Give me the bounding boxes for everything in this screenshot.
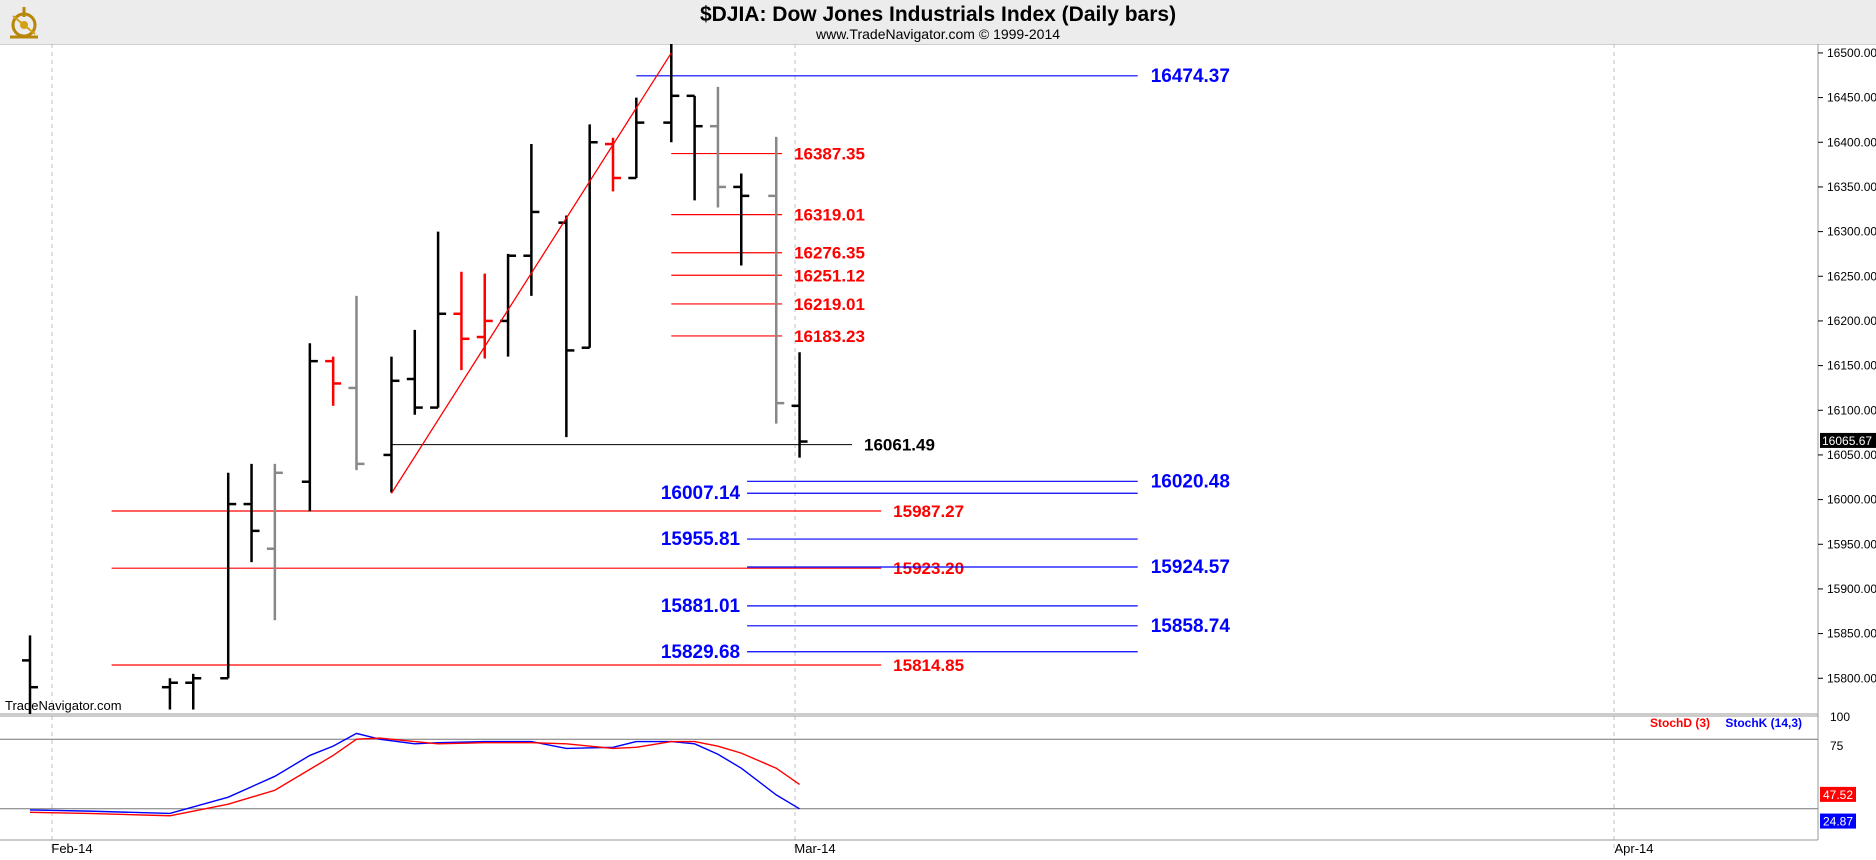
ohlc-bar xyxy=(453,271,470,371)
ohlc-bar xyxy=(430,231,447,409)
chart-title: $DJIA: Dow Jones Industrials Index (Dail… xyxy=(699,3,1177,26)
stoch-last-value-box xyxy=(1820,786,1856,802)
last-price-box xyxy=(1820,432,1876,448)
price-tick-label: 16500.00 xyxy=(1827,46,1876,60)
blue-level-label: 15881.01 xyxy=(661,596,741,617)
chart-grid xyxy=(0,44,1819,848)
red-level-label: 16251.12 xyxy=(794,266,865,285)
stochastic-panel: 100 75 24.87 47.52 StochD (3) StochK (14,3) xyxy=(0,710,1856,829)
red-level-label: 15814.85 xyxy=(893,656,964,675)
ohlc-bar xyxy=(558,215,575,438)
ohlc-bar xyxy=(220,472,237,680)
ohlc-bar xyxy=(686,94,703,201)
last-price-label: 16065.67 xyxy=(1822,434,1872,448)
ohlc-bar xyxy=(523,144,540,296)
price-tick-label: 15950.00 xyxy=(1827,537,1876,551)
chart-header: $DJIA: Dow Jones Industrials Index (Dail… xyxy=(0,0,1876,45)
blue-level-label: 15924.57 xyxy=(1151,557,1230,578)
price-tick-label: 16350.00 xyxy=(1827,180,1876,194)
chart-subtitle: www.TradeNavigator.com © 1999-2014 xyxy=(815,26,1061,42)
ohlc-bar xyxy=(406,329,423,415)
blue-level-label: 16020.48 xyxy=(1151,471,1230,492)
price-tick-label: 16450.00 xyxy=(1827,91,1876,105)
red-level-label: 16219.01 xyxy=(794,295,865,314)
ohlc-bar xyxy=(161,678,178,710)
stoch-last-value-label: 47.52 xyxy=(1823,788,1853,802)
ohlc-bar xyxy=(768,136,785,424)
trade-navigator-logo-icon xyxy=(10,7,38,39)
ohlc-bar xyxy=(791,352,808,458)
red-level-label: 16319.01 xyxy=(794,206,865,225)
stoch-series-line xyxy=(29,732,800,815)
blue-level-label: 15829.68 xyxy=(661,642,740,663)
support-level-label: 16061.49 xyxy=(864,436,935,455)
price-tick-label: 16250.00 xyxy=(1827,269,1876,283)
blue-level-label: 16474.37 xyxy=(1151,66,1230,87)
stoch-series-line xyxy=(29,737,800,817)
ohlc-bar xyxy=(348,295,365,471)
ohlc-bar xyxy=(605,137,621,192)
ohlc-bar xyxy=(663,44,680,143)
blue-level-label: 15858.74 xyxy=(1151,616,1231,637)
red-level-label: 15923.20 xyxy=(893,559,964,578)
ohlc-bar xyxy=(301,343,318,512)
price-tick-label: 15800.00 xyxy=(1827,671,1876,685)
trend-line xyxy=(390,52,672,494)
ohlc-bar xyxy=(243,463,260,563)
price-axis: 15800.00 15850.00 15900.00 15950.00 16000.00… xyxy=(1818,46,1876,685)
blue-level-label: 15955.81 xyxy=(661,529,741,550)
chart-overlay: 16061.49 xyxy=(390,52,935,494)
price-tick-label: 15850.00 xyxy=(1827,627,1876,641)
ohlc-bar xyxy=(581,124,598,349)
price-tick-label: 16050.00 xyxy=(1827,448,1876,462)
price-levels: 16387.35 16319.01 16276.35 16251.12 16219.01… xyxy=(111,66,1231,675)
ohlc-bar xyxy=(325,356,342,406)
ohlc-bar xyxy=(185,673,202,710)
ohlc-bar xyxy=(500,253,517,357)
red-level-label: 15987.27 xyxy=(893,502,964,521)
date-axis: Feb-14 Mar-14 Apr-14 xyxy=(51,841,1653,856)
date-tick-label: Feb-14 xyxy=(51,841,92,856)
stoch-tick-label: 75 xyxy=(1830,739,1844,753)
price-tick-label: 16400.00 xyxy=(1827,135,1876,149)
blue-level-label: 16007.14 xyxy=(661,483,741,504)
stoch-last-value-label: 24.87 xyxy=(1823,815,1853,829)
price-tick-label: 16300.00 xyxy=(1827,225,1876,239)
date-tick-label: Apr-14 xyxy=(1614,841,1653,856)
ohlc-bar xyxy=(22,635,38,714)
price-tick-label: 16000.00 xyxy=(1827,493,1876,507)
ohlc-bar xyxy=(383,356,400,493)
ohlc-bars xyxy=(22,44,808,714)
stochd-legend: StochD (3) xyxy=(1650,716,1710,730)
price-tick-label: 16100.00 xyxy=(1827,403,1876,417)
ohlc-bar xyxy=(709,86,726,208)
stoch-tick-label: 100 xyxy=(1830,710,1850,724)
price-tick-label: 15900.00 xyxy=(1827,582,1876,596)
date-tick-label: Mar-14 xyxy=(794,841,835,856)
ohlc-bar xyxy=(628,97,645,180)
price-tick-label: 16200.00 xyxy=(1827,314,1876,328)
stochk-legend: StochK (14,3) xyxy=(1725,716,1802,730)
ohlc-bar xyxy=(476,273,493,359)
red-level-label: 16276.35 xyxy=(794,244,865,263)
ohlc-bar xyxy=(266,463,283,621)
watermark-text: TradeNavigator.com xyxy=(5,698,122,713)
ohlc-bar xyxy=(733,173,750,266)
red-level-label: 16183.23 xyxy=(794,327,865,346)
stoch-last-value-box xyxy=(1820,813,1856,829)
price-tick-label: 16150.00 xyxy=(1827,359,1876,373)
red-level-label: 16387.35 xyxy=(794,145,865,164)
